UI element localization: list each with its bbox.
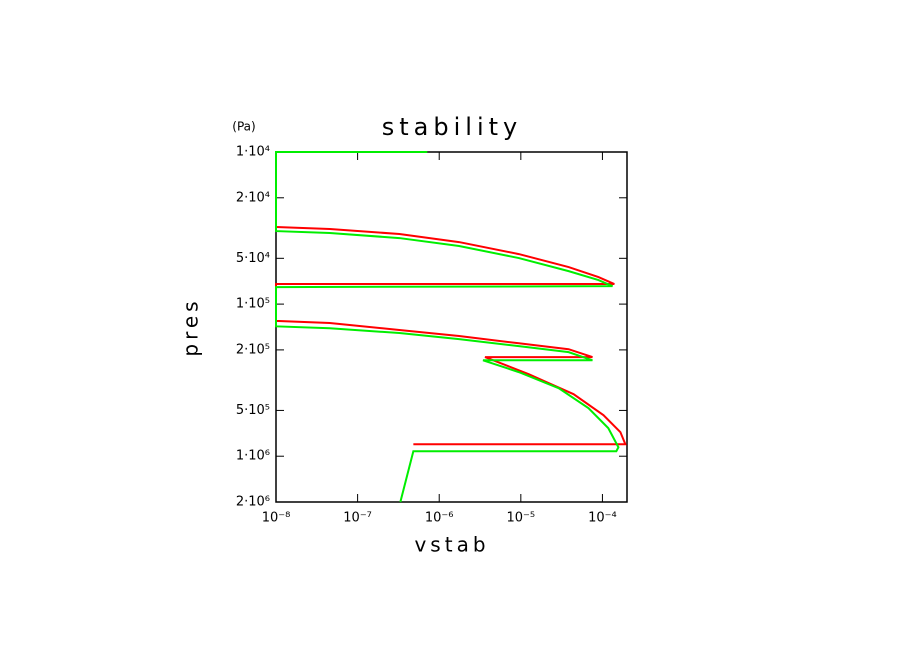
y-tick-label: 5·10⁴: [236, 251, 270, 266]
x-tick-label: 10⁻⁴: [588, 511, 617, 526]
y-tick-label: 5·10⁵: [236, 403, 270, 418]
chart-title: stability: [382, 113, 522, 141]
y-tick-label: 1·10⁴: [236, 145, 270, 160]
x-tick-label: 10⁻⁵: [507, 511, 536, 526]
y-axis-label: pres: [179, 297, 203, 356]
y-tick-label: 2·10⁴: [236, 190, 270, 205]
series-line: [275, 225, 627, 446]
x-axis-label: vstab: [414, 533, 489, 557]
y-unit: (Pa): [232, 120, 255, 134]
x-tick-label: 10⁻⁶: [425, 511, 454, 526]
y-tick-label: 2·10⁶: [236, 495, 270, 510]
plot-frame: [275, 151, 628, 503]
y-tick-label: 1·10⁶: [236, 449, 270, 464]
x-tick-label: 10⁻⁸: [262, 511, 291, 526]
y-tick-label: 1·10⁵: [236, 297, 270, 312]
x-tick-label: 10⁻⁷: [343, 511, 372, 526]
y-tick-label: 2·10⁵: [236, 342, 270, 357]
series-line: [275, 151, 620, 503]
